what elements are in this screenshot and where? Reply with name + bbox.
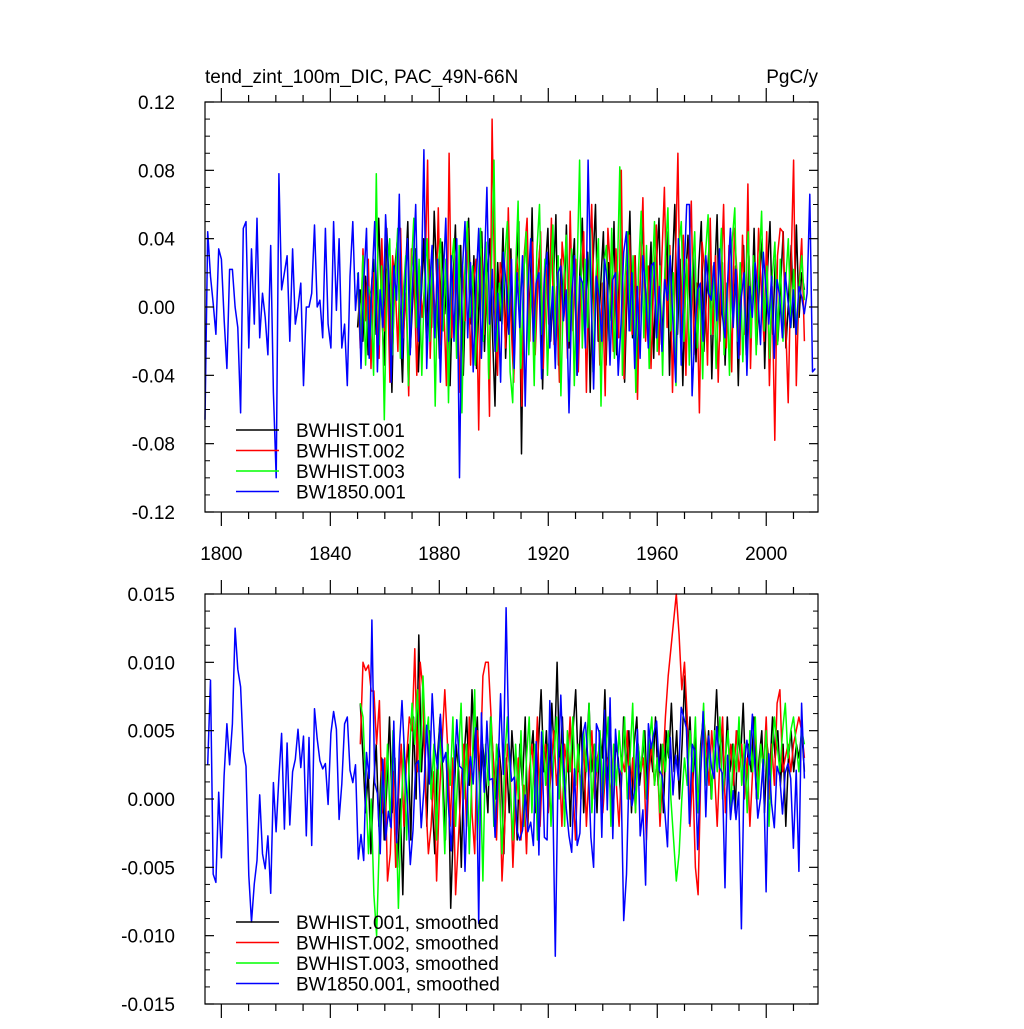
y-tick-label: -0.08 <box>132 435 175 456</box>
legend-label-3: BWHIST.003, smoothed <box>296 954 499 975</box>
legend-label-3: BWHIST.003 <box>296 462 405 483</box>
bottom-panel: 0.015 0.010 0.005 0.000 -0.005 -0.010 -0.015 B… <box>121 580 819 1018</box>
x-tick-label: 1880 <box>418 544 460 565</box>
bottom-panel-y-axis: 0.015 0.010 0.005 0.000 -0.005 -0.010 -0.015 <box>121 585 818 1016</box>
x-tick-label: 1800 <box>200 544 242 565</box>
y-tick-label: -0.015 <box>121 995 175 1016</box>
legend-label-1: BWHIST.001 <box>296 421 405 442</box>
top-panel-x-axis: 1800 1840 1880 1920 1960 2000 <box>200 88 795 565</box>
y-tick-label: 0.12 <box>138 93 175 114</box>
legend-label-4: BW1850.001, smoothed <box>296 975 500 996</box>
y-tick-label: 0.04 <box>138 230 175 251</box>
legend-label-2: BWHIST.002, smoothed <box>296 934 499 955</box>
top-panel-units: PgC/y <box>766 67 818 88</box>
bottom-panel-plot-area <box>206 593 806 957</box>
y-tick-label: 0.015 <box>127 585 175 606</box>
top-panel: tend_zint_100m_DIC, PAC_49N-66N PgC/y 0.… <box>132 67 819 565</box>
legend-label-2: BWHIST.002 <box>296 442 405 463</box>
y-tick-label: -0.010 <box>121 927 175 948</box>
y-tick-label: 0.00 <box>138 298 175 319</box>
top-panel-title: tend_zint_100m_DIC, PAC_49N-66N <box>205 67 518 88</box>
y-tick-label: 0.000 <box>127 790 175 811</box>
series-line-4 <box>206 606 806 957</box>
x-tick-label: 1920 <box>527 544 569 565</box>
bottom-panel-x-axis <box>220 580 795 1018</box>
y-tick-label: 0.08 <box>138 161 175 182</box>
series-line-4 <box>204 149 816 479</box>
top-panel-y-axis: 0.12 0.08 0.04 0.00 -0.04 -0.08 -0.12 <box>132 93 818 524</box>
y-tick-label: 0.010 <box>127 653 175 674</box>
top-panel-plot-area <box>204 118 816 479</box>
x-tick-label: 2000 <box>745 544 787 565</box>
y-tick-label: -0.005 <box>121 858 175 879</box>
y-tick-label: -0.12 <box>132 503 175 524</box>
x-tick-label: 1960 <box>636 544 678 565</box>
y-tick-label: -0.04 <box>132 366 176 387</box>
legend-label-1: BWHIST.001, smoothed <box>296 913 499 934</box>
y-tick-label: 0.005 <box>127 722 175 743</box>
legend-label-4: BW1850.001 <box>296 483 406 504</box>
x-tick-label: 1840 <box>309 544 351 565</box>
